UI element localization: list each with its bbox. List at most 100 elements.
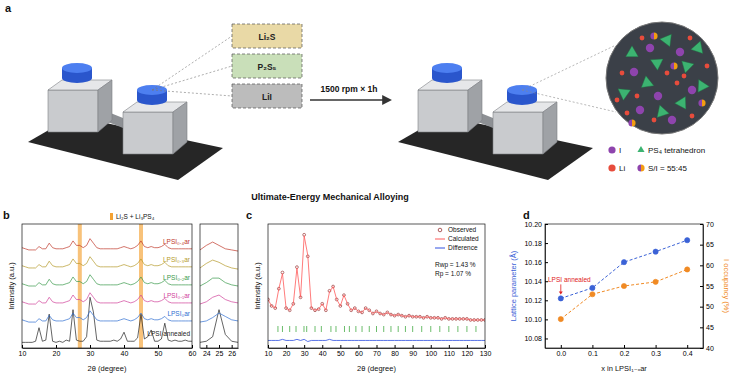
cap-top — [432, 63, 462, 73]
plot-area — [22, 224, 192, 348]
particle-ps4 — [660, 30, 677, 46]
particle-li — [652, 118, 657, 123]
tick-label: 10.14 — [524, 278, 542, 285]
particle-li — [690, 114, 695, 119]
tick-label: 55 — [706, 283, 714, 290]
legend-icon — [608, 146, 615, 153]
axis-line — [546, 348, 704, 349]
particle-li — [625, 111, 630, 116]
tick-mark — [268, 345, 269, 348]
tick: 10.08 — [524, 335, 548, 342]
axis-title: 2θ (degree) — [88, 364, 127, 373]
reflection-tick — [289, 326, 290, 332]
particle-si — [650, 32, 657, 39]
tick: 26 — [228, 345, 236, 357]
reflection-tick — [376, 326, 377, 332]
data-point — [685, 238, 690, 243]
series-line — [22, 297, 192, 342]
axis-line — [703, 225, 704, 349]
tick: 40 — [319, 345, 327, 357]
tick-label: 10.20 — [524, 221, 542, 228]
data-point — [590, 285, 595, 290]
tick: 80 — [391, 345, 399, 357]
tick-label: 100 — [425, 350, 437, 357]
reflection-tick — [448, 326, 449, 332]
zoom-line — [522, 45, 616, 90]
tick-label: 0.2 — [620, 350, 630, 357]
mill-unit — [493, 85, 557, 154]
reflection-tick — [349, 326, 350, 332]
tick: 110 — [444, 345, 455, 357]
legend-label: Difference — [448, 244, 478, 251]
tick-mark — [545, 243, 548, 244]
mill-before — [28, 63, 223, 180]
tick-mark — [561, 345, 562, 348]
cap-base — [62, 73, 92, 83]
legend-swatch — [110, 213, 113, 220]
half — [650, 32, 654, 39]
data-point — [296, 266, 299, 269]
particle-i — [676, 48, 684, 56]
unit-front — [123, 112, 173, 154]
series-label: LPSI₀ar — [167, 310, 190, 317]
reagent-label: LiI — [262, 92, 272, 102]
half — [632, 119, 636, 126]
tick-mark — [206, 345, 207, 348]
tick-mark — [395, 345, 396, 348]
data-point — [653, 279, 658, 284]
particle-ps4 — [682, 58, 696, 73]
tick-mark — [377, 345, 378, 348]
particle-ps4 — [648, 54, 663, 70]
annotation: Rp = 1.07 % — [435, 270, 471, 278]
tick-label: 120 — [462, 350, 474, 357]
tick-label: 10.10 — [524, 316, 542, 323]
particle-si — [670, 62, 677, 69]
tick-label: 10 — [265, 350, 273, 357]
tick-mark — [545, 319, 548, 320]
tick-label: 20 — [53, 350, 61, 357]
tick-mark — [413, 345, 414, 348]
tick-label: 26 — [228, 350, 236, 357]
particle-li — [635, 94, 640, 99]
annotation: LPSI annealed — [548, 276, 591, 283]
axis: 102030405060708090100110120130 — [265, 345, 492, 357]
annotation-arrowhead — [559, 291, 563, 294]
tick-mark — [322, 345, 323, 348]
particle-ps4 — [626, 46, 639, 57]
plot-frame — [200, 224, 238, 348]
tick-label: 65 — [706, 241, 714, 248]
particle-ps4 — [690, 41, 703, 56]
legend-label: Calculated — [448, 235, 479, 242]
panel-label: a — [5, 2, 12, 14]
half — [698, 99, 702, 106]
chart: 102030405060b2θ (degree)Intensity (a.u.)… — [3, 209, 196, 373]
tick-mark — [545, 224, 548, 225]
series-label: LPSI₀.₃ar — [163, 256, 191, 263]
caption: Ultimate-Energy Mechanical Alloying — [251, 192, 409, 202]
tick-label: 60 — [189, 350, 197, 357]
tick: 60 — [189, 345, 197, 357]
tick-label: 24 — [203, 350, 211, 357]
series-line — [22, 293, 192, 304]
tick: 10.20 — [524, 221, 548, 228]
tick-mark — [700, 245, 703, 246]
tick-label: 10.16 — [524, 259, 542, 266]
tick-label: 50 — [155, 350, 163, 357]
tick-mark — [431, 345, 432, 348]
data-point — [590, 292, 595, 297]
unit-side — [173, 102, 187, 154]
tick: 65 — [700, 241, 714, 248]
half — [670, 62, 674, 69]
tick-label: 40 — [319, 350, 327, 357]
tick-label: 10.08 — [524, 335, 542, 342]
legend-line — [435, 239, 445, 240]
series-line — [22, 275, 192, 286]
reflection-tick — [296, 326, 297, 332]
unit-side — [543, 102, 557, 154]
series-line — [268, 339, 485, 341]
tick-label: 0.1 — [588, 350, 598, 357]
tick-mark — [449, 345, 450, 348]
cap-base — [432, 73, 462, 83]
series-line — [22, 311, 192, 322]
tick-label: 70 — [706, 221, 714, 228]
